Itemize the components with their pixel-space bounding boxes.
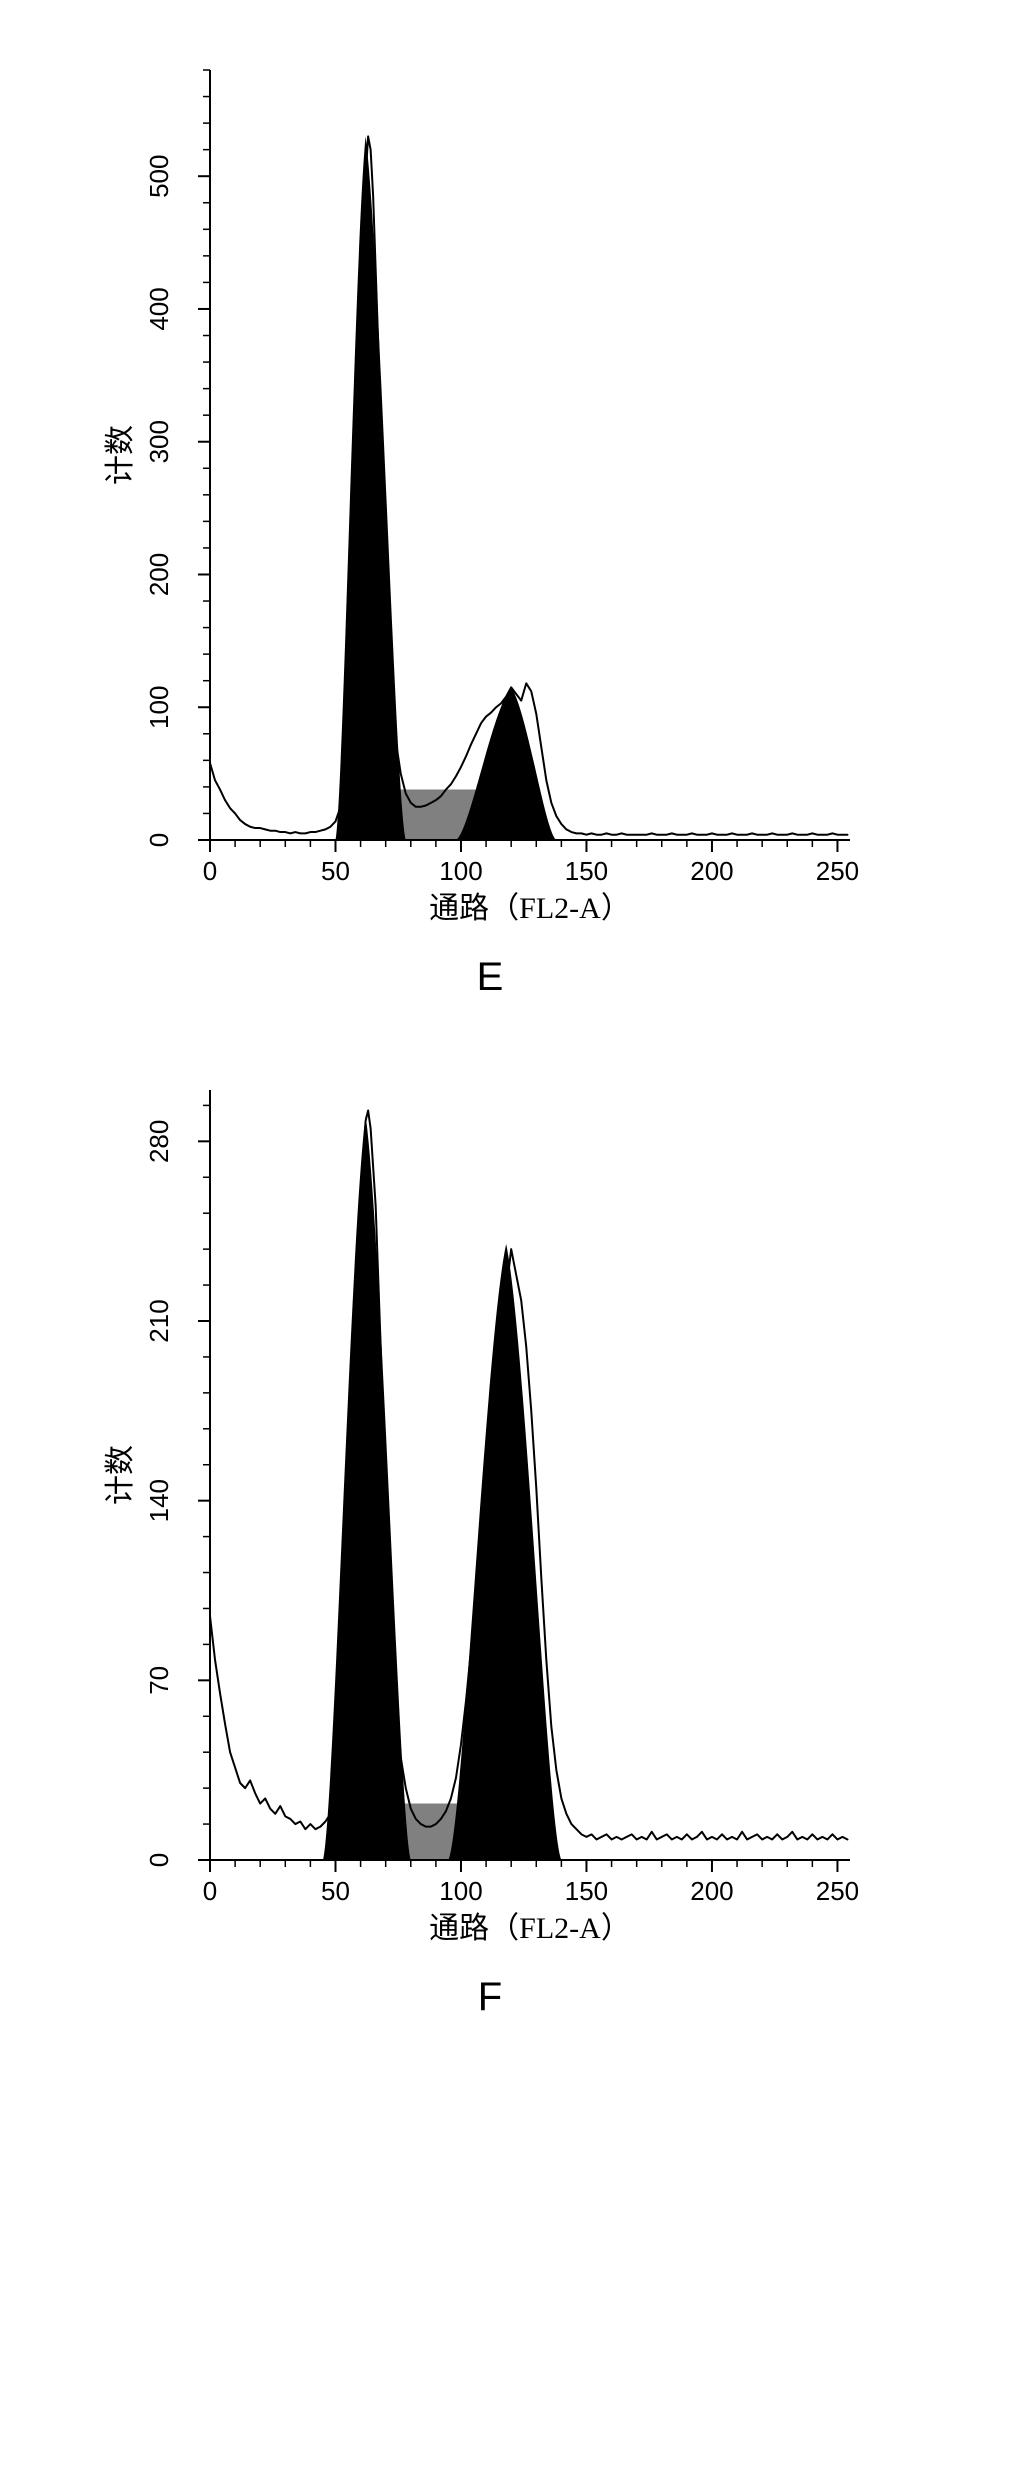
histogram-outline [210,136,847,834]
y-tick-label: 210 [144,1299,174,1342]
y-tick-label: 100 [144,686,174,729]
x-tick-label: 50 [321,1876,350,1906]
x-tick-label: 250 [816,856,859,886]
figure-container: 0501001502002500100200300400500通路（FL2-A）… [0,0,1025,2100]
x-tick-label: 150 [565,856,608,886]
peak-g0g1-fill [323,1116,411,1860]
y-tick-label: 0 [144,1853,174,1867]
y-axis-title: 计数 [104,425,137,485]
y-tick-label: 140 [144,1479,174,1522]
chart-E-svg-wrap: 0 50 100 150 200 250 0 100 200 300 400 500 通路（FL2-A）… [100,40,880,940]
y-tick-label: 400 [144,287,174,330]
y-tick-label: 300 [144,420,174,463]
y-tick-label: 200 [144,553,174,596]
peak-g2m-fill [456,687,556,840]
y-tick-label: 70 [144,1666,174,1695]
x-tick-label: 200 [690,1876,733,1906]
x-tick-label: 100 [439,1876,482,1906]
chart-E-svg: 0 50 100 150 200 250 0 100 200 300 400 500 通路（FL2-A）… [100,40,880,940]
y-tick-label: 0 [144,833,174,847]
x-tick-label: 150 [565,1876,608,1906]
panel-label-F: F [100,1975,880,2020]
y-axis-title: 计数 [104,1445,137,1505]
chart-F-svg: 0 50 100 150 200 250 0 70 140 210 280 通路（FL2-A） 计数 [100,1060,880,1960]
peak-g2m-fill [448,1244,561,1860]
chart-F-wrapper: 0 50 100 150 200 250 0 70 140 210 280 通路（FL2-A） 计数 F [80,1060,945,2020]
chart-E-wrapper: 0 50 100 150 200 250 0 100 200 300 400 500 通路（FL2-A）… [80,40,945,1000]
y-tick-label: 500 [144,155,174,198]
chart-F-svg-wrap: 0 50 100 150 200 250 0 70 140 210 280 通路（FL2-A） 计数 [100,1060,880,1960]
x-tick-label: 100 [439,856,482,886]
x-tick-label: 0 [203,1876,217,1906]
panel-label-E: E [100,955,880,1000]
x-axis-title: 通路（FL2-A） [429,892,631,925]
x-tick-label: 50 [321,856,350,886]
x-tick-label: 250 [816,1876,859,1906]
y-tick-label: 280 [144,1120,174,1163]
x-axis-title: 通路（FL2-A） [429,1912,631,1945]
x-tick-label: 200 [690,856,733,886]
x-tick-label: 0 [203,856,217,886]
